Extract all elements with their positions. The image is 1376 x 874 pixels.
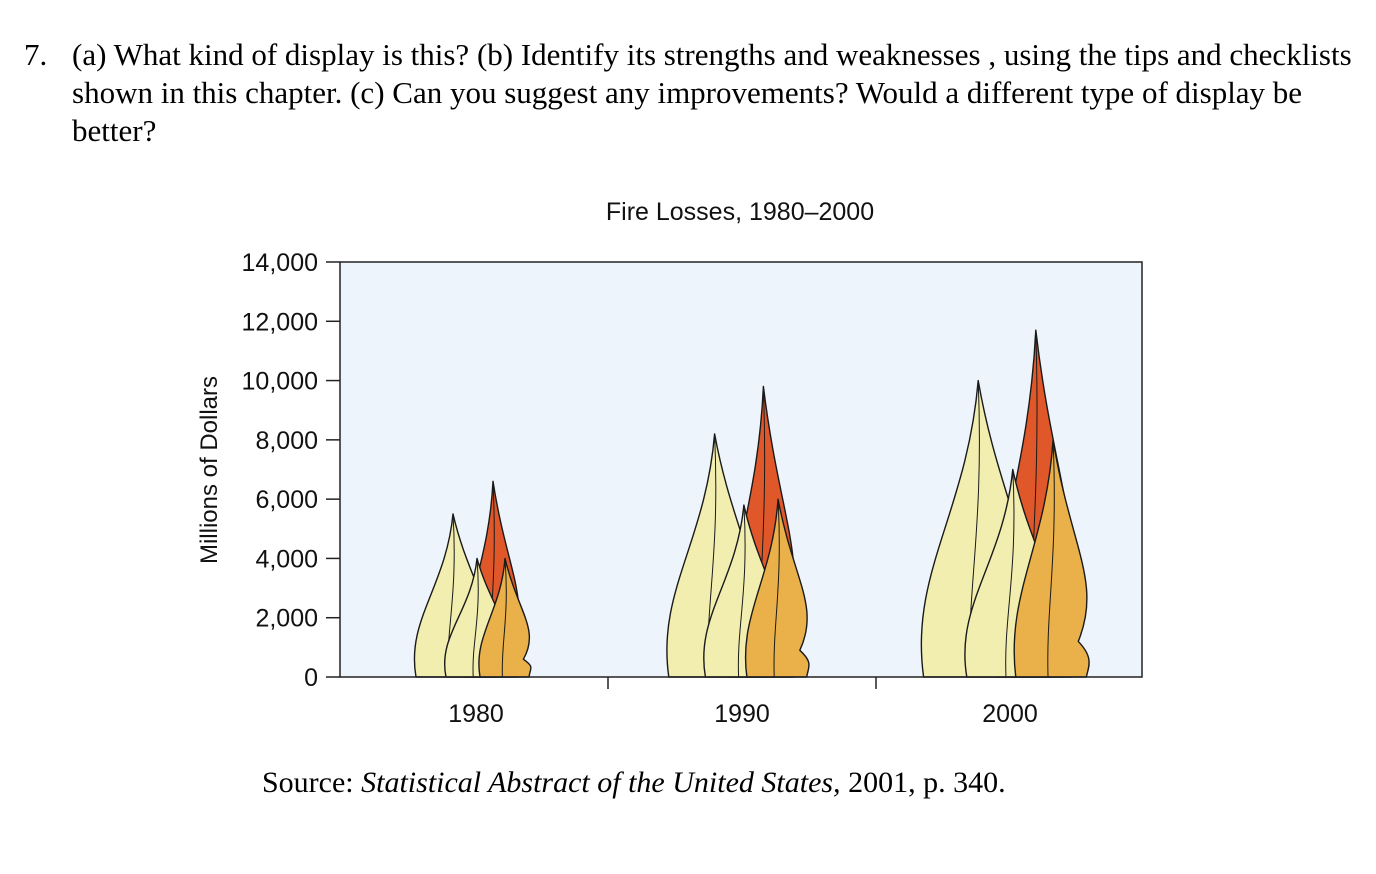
flame-stroke-4-1980 — [501, 558, 507, 678]
flame-stroke-2-1990 — [737, 505, 746, 678]
question-text: (a) What kind of display is this? (b) Id… — [72, 37, 1352, 148]
y-tick-label: 10,000 — [242, 368, 318, 396]
x-tick-label: 1990 — [714, 700, 770, 728]
y-tick-label: 0 — [304, 664, 318, 692]
flame-4-2000 — [1013, 439, 1090, 678]
x-tick-label: 2000 — [982, 700, 1038, 728]
flame-4-1990 — [744, 498, 810, 678]
source-suffix: 2001, p. 340. — [840, 766, 1006, 799]
question-number: 7. — [24, 37, 48, 72]
y-tick-label: 6,000 — [255, 486, 318, 514]
flame-stroke-4-2000 — [1047, 439, 1055, 678]
flame-stroke-2-2000 — [1005, 469, 1015, 678]
source-prefix: Source: — [262, 766, 362, 799]
chart-title: Fire Losses, 1980–2000 — [605, 198, 875, 226]
y-axis-label: Millions of Dollars — [196, 376, 223, 564]
source-title: Statistical Abstract of the United State… — [361, 766, 841, 799]
flame-stroke-2-1980 — [472, 558, 479, 678]
y-tick-label: 8,000 — [255, 427, 318, 455]
plot-frame — [339, 261, 1143, 678]
y-tick-label: 2,000 — [255, 605, 318, 633]
y-tick-label: 4,000 — [255, 545, 318, 573]
y-tick-label: 12,000 — [242, 308, 318, 336]
y-tick-label: 14,000 — [242, 249, 318, 277]
source-citation: Source: Statistical Abstract of the Unit… — [262, 766, 1006, 800]
flame-stroke-4-1990 — [773, 499, 780, 678]
x-tick-label: 1980 — [448, 700, 504, 728]
